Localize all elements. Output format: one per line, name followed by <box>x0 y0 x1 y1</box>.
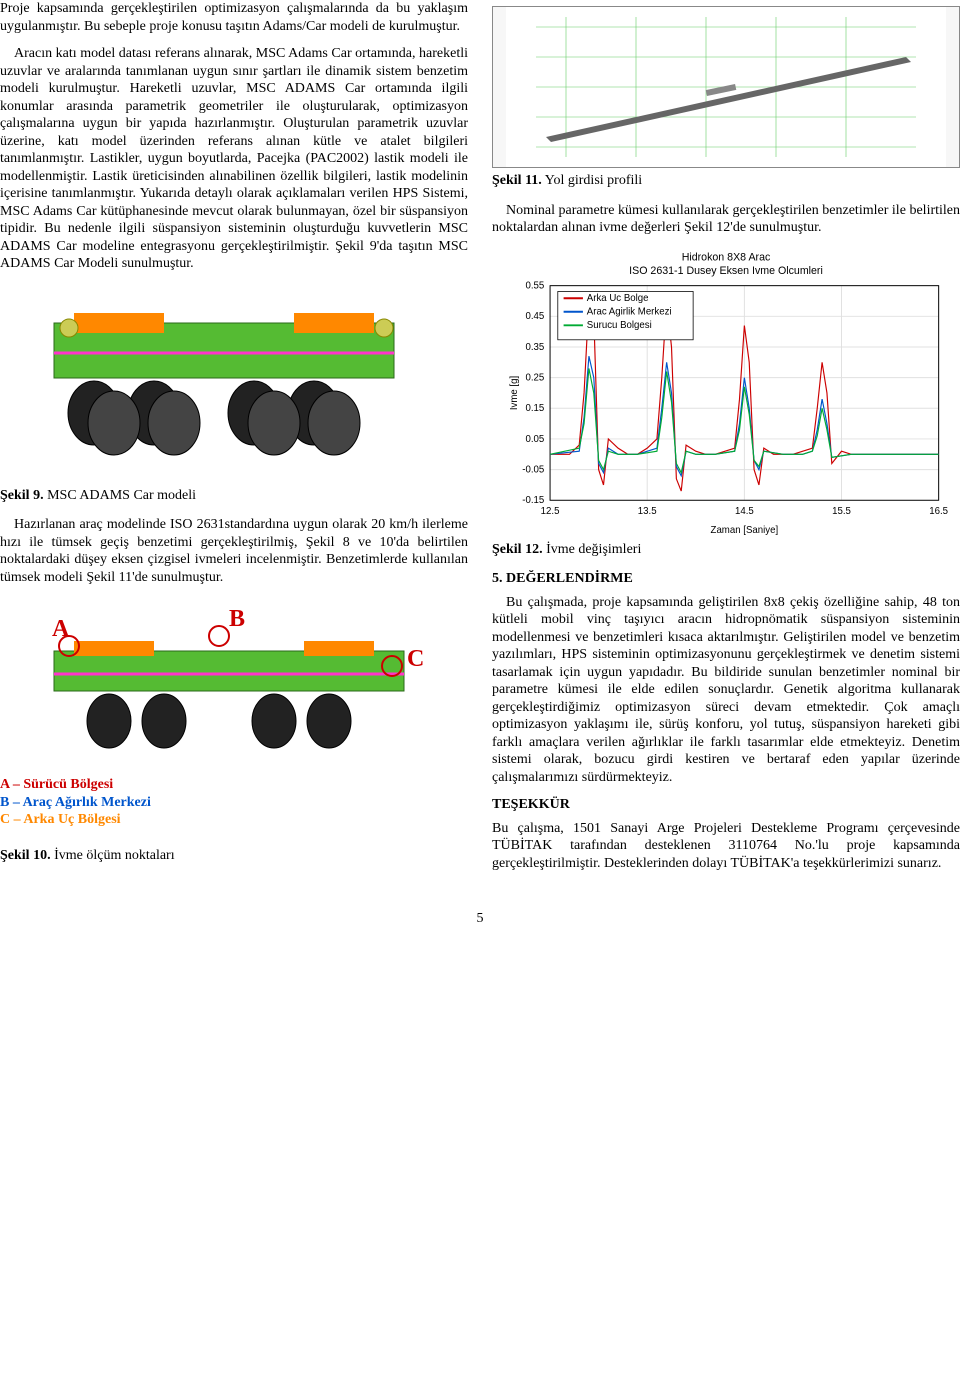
section-5-title: 5. DEĞERLENDİRME <box>492 570 960 588</box>
right-column: Şekil 11. Yol girdisi profili Nominal pa… <box>492 0 960 882</box>
svg-text:B: B <box>229 606 245 632</box>
svg-text:0.15: 0.15 <box>525 403 544 414</box>
figure-12-chart: Hidrokon 8X8 Arac ISO 2631-1 Dusey Eksen … <box>492 247 960 537</box>
page-number: 5 <box>0 910 960 928</box>
figure-9-caption-text: MSC ADAMS Car modeli <box>44 488 196 503</box>
figure-9 <box>0 283 468 483</box>
svg-text:A: A <box>52 616 70 642</box>
paragraph-2: Aracın katı model datası referans alınar… <box>0 45 468 273</box>
figure-9-label: Şekil 9. <box>0 488 44 503</box>
figure-10-caption: Şekil 10. İvme ölçüm noktaları <box>0 847 468 865</box>
figure-10-label: Şekil 10. <box>0 848 51 863</box>
figure-10-legend: A – Sürücü Bölgesi B – Araç Ağırlık Merk… <box>0 776 468 829</box>
figure-11 <box>492 6 960 168</box>
svg-text:Ivme [g]: Ivme [g] <box>509 375 520 409</box>
paragraph-3: Hazırlanan araç modelinde ISO 2631standa… <box>0 516 468 586</box>
svg-text:14.5: 14.5 <box>735 505 754 516</box>
legend-c: C – Arka Uç Bölgesi <box>0 811 468 829</box>
paragraph-5: Bu çalışmada, proje kapsamında geliştiri… <box>492 594 960 787</box>
svg-text:0.05: 0.05 <box>525 433 544 444</box>
svg-text:0.25: 0.25 <box>525 372 544 383</box>
svg-text:-0.05: -0.05 <box>522 464 544 475</box>
figure-9-caption: Şekil 9. MSC ADAMS Car modeli <box>0 487 468 505</box>
legend-a: A – Sürücü Bölgesi <box>0 776 468 794</box>
figure-11-label: Şekil 11. <box>492 173 542 188</box>
figure-10-caption-text: İvme ölçüm noktaları <box>51 848 175 863</box>
svg-text:16.5: 16.5 <box>929 505 948 516</box>
figure-11-caption: Şekil 11. Yol girdisi profili <box>492 172 960 190</box>
figure-12-label: Şekil 12. <box>492 542 543 557</box>
svg-text:0.35: 0.35 <box>525 341 544 352</box>
figure-10: A B C <box>0 596 468 766</box>
svg-text:13.5: 13.5 <box>638 505 657 516</box>
figure-11-caption-text: Yol girdisi profili <box>542 173 642 188</box>
paragraph-6: Bu çalışma, 1501 Sanayi Arge Projeleri D… <box>492 820 960 873</box>
svg-text:C: C <box>407 646 424 672</box>
svg-text:0.45: 0.45 <box>525 311 544 322</box>
paragraph-4: Nominal parametre kümesi kullanılarak ge… <box>492 202 960 237</box>
svg-text:ISO 2631-1 Dusey Eksen Ivme Ol: ISO 2631-1 Dusey Eksen Ivme Olcumleri <box>629 265 823 277</box>
svg-text:Hidrokon 8X8 Arac: Hidrokon 8X8 Arac <box>682 251 771 263</box>
svg-text:Arka Uc Bolge: Arka Uc Bolge <box>587 293 649 304</box>
legend-b: B – Araç Ağırlık Merkezi <box>0 794 468 812</box>
svg-text:Surucu Bolgesi: Surucu Bolgesi <box>587 320 652 331</box>
figure-12-caption-text: İvme değişimleri <box>543 542 642 557</box>
svg-text:-0.15: -0.15 <box>522 495 544 506</box>
svg-text:15.5: 15.5 <box>832 505 851 516</box>
figure-12-caption: Şekil 12. İvme değişimleri <box>492 541 960 559</box>
svg-text:0.55: 0.55 <box>525 280 544 291</box>
svg-text:Zaman [Saniye]: Zaman [Saniye] <box>711 525 779 536</box>
thanks-title: TEŞEKKÜR <box>492 796 960 814</box>
paragraph-1: Proje kapsamında gerçekleştirilen optimi… <box>0 0 468 35</box>
left-column: Proje kapsamında gerçekleştirilen optimi… <box>0 0 468 882</box>
svg-text:Arac Agirlik Merkezi: Arac Agirlik Merkezi <box>587 306 672 317</box>
svg-text:12.5: 12.5 <box>541 505 560 516</box>
